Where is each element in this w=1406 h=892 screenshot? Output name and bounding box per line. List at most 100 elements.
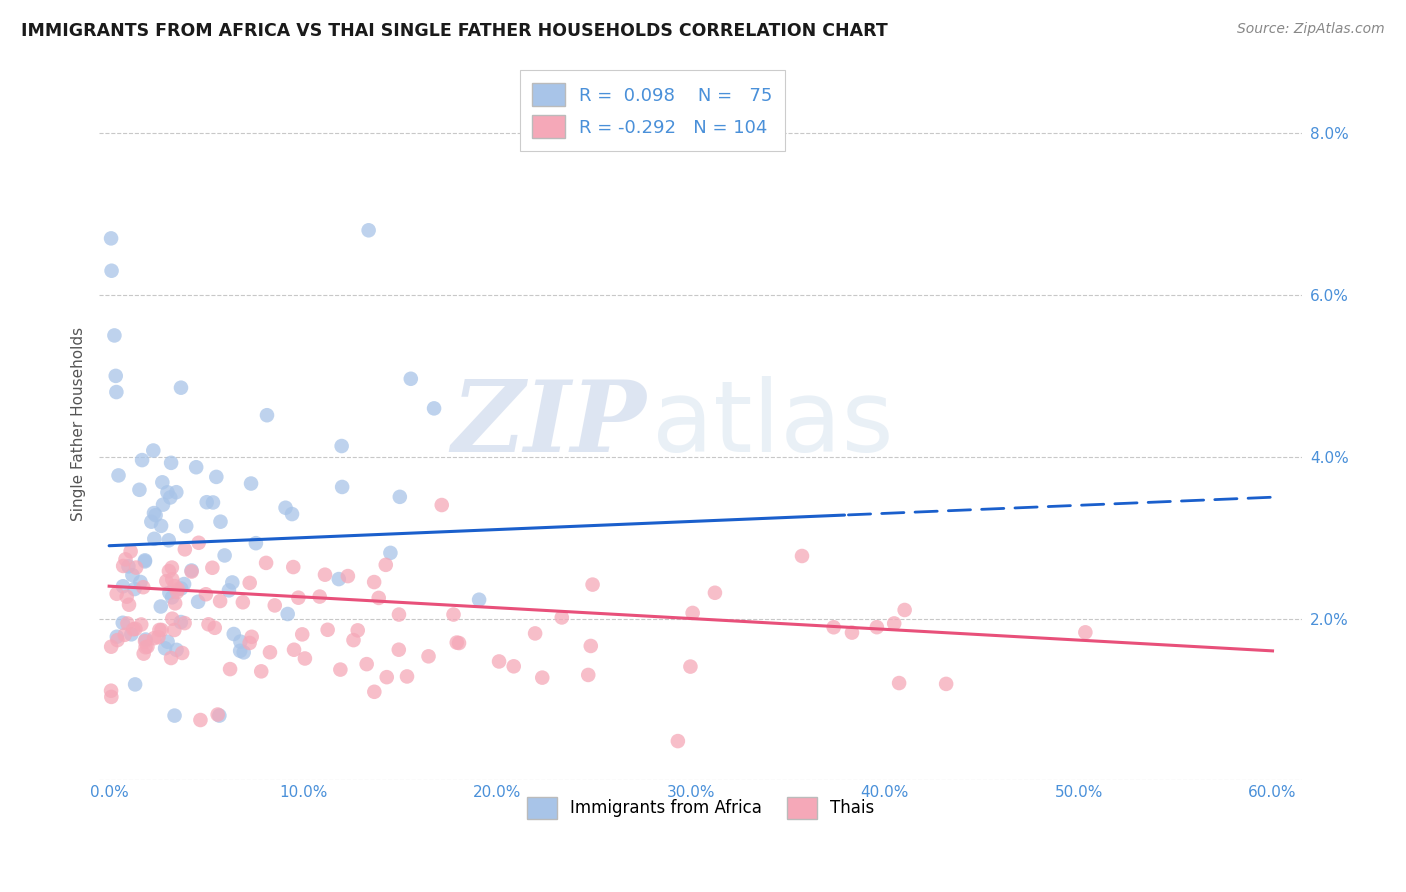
Point — [150, 519, 173, 533]
Text: IMMIGRANTS FROM AFRICA VS THAI SINGLE FATHER HOUSEHOLDS CORRELATION CHART: IMMIGRANTS FROM AFRICA VS THAI SINGLE FA… — [21, 22, 887, 40]
Point — [256, 408, 278, 422]
Point — [134, 554, 156, 568]
Point — [488, 655, 510, 669]
Point — [222, 627, 245, 641]
Point — [239, 636, 262, 650]
Point — [205, 470, 228, 484]
Point — [148, 630, 170, 644]
Point — [194, 587, 217, 601]
Point — [152, 498, 174, 512]
Text: atlas: atlas — [652, 376, 894, 473]
Point — [187, 535, 209, 549]
Point — [160, 456, 183, 470]
Point — [531, 671, 554, 685]
Point — [124, 582, 146, 596]
Point — [581, 577, 603, 591]
Point — [132, 647, 155, 661]
Point — [173, 616, 195, 631]
Point — [149, 599, 172, 614]
Point — [524, 626, 547, 640]
Point — [363, 685, 385, 699]
Point — [170, 615, 193, 629]
Point — [423, 401, 446, 416]
Point — [866, 620, 889, 634]
Point — [395, 669, 418, 683]
Point — [117, 559, 139, 574]
Point — [125, 560, 148, 574]
Point — [131, 453, 153, 467]
Point — [180, 564, 202, 578]
Point — [232, 595, 254, 609]
Point — [159, 491, 181, 505]
Point — [187, 595, 209, 609]
Point — [157, 564, 180, 578]
Point — [174, 519, 197, 533]
Point — [841, 625, 863, 640]
Point — [120, 544, 142, 558]
Point — [399, 372, 422, 386]
Point — [103, 328, 125, 343]
Point — [156, 634, 179, 648]
Point — [136, 640, 159, 654]
Point — [314, 567, 336, 582]
Point — [166, 585, 188, 599]
Point — [145, 508, 167, 523]
Point — [263, 599, 285, 613]
Point — [468, 592, 491, 607]
Point — [120, 627, 142, 641]
Point — [893, 603, 915, 617]
Point — [186, 460, 208, 475]
Point — [935, 677, 957, 691]
Point — [887, 676, 910, 690]
Point — [160, 560, 183, 574]
Y-axis label: Single Father Households: Single Father Households — [72, 327, 86, 522]
Point — [141, 515, 163, 529]
Point — [790, 549, 813, 563]
Point — [679, 659, 702, 673]
Point — [447, 636, 470, 650]
Point — [129, 617, 152, 632]
Point — [356, 657, 378, 672]
Point — [157, 533, 180, 548]
Point — [167, 582, 190, 597]
Point — [209, 594, 232, 608]
Point — [170, 381, 193, 395]
Point — [883, 616, 905, 631]
Point — [274, 500, 297, 515]
Point — [363, 575, 385, 590]
Point — [502, 659, 524, 673]
Point — [336, 569, 359, 583]
Point — [551, 610, 574, 624]
Point — [173, 577, 195, 591]
Point — [156, 485, 179, 500]
Point — [100, 683, 122, 698]
Point — [160, 591, 183, 605]
Point — [143, 506, 166, 520]
Point — [207, 707, 229, 722]
Text: Source: ZipAtlas.com: Source: ZipAtlas.com — [1237, 22, 1385, 37]
Point — [380, 546, 402, 560]
Point — [329, 663, 352, 677]
Point — [374, 558, 396, 572]
Point — [277, 607, 299, 621]
Point — [388, 607, 411, 622]
Point — [682, 606, 704, 620]
Point — [283, 642, 305, 657]
Point — [157, 586, 180, 600]
Point — [1074, 625, 1097, 640]
Point — [703, 586, 725, 600]
Point — [100, 264, 122, 278]
Point — [254, 556, 277, 570]
Point — [375, 670, 398, 684]
Point — [240, 630, 263, 644]
Point — [195, 495, 218, 509]
Point — [148, 623, 170, 637]
Point — [229, 634, 252, 648]
Point — [111, 579, 134, 593]
Point — [166, 643, 188, 657]
Point — [104, 368, 127, 383]
Point — [346, 624, 368, 638]
Point — [250, 665, 273, 679]
Point — [163, 708, 186, 723]
Point — [100, 231, 122, 245]
